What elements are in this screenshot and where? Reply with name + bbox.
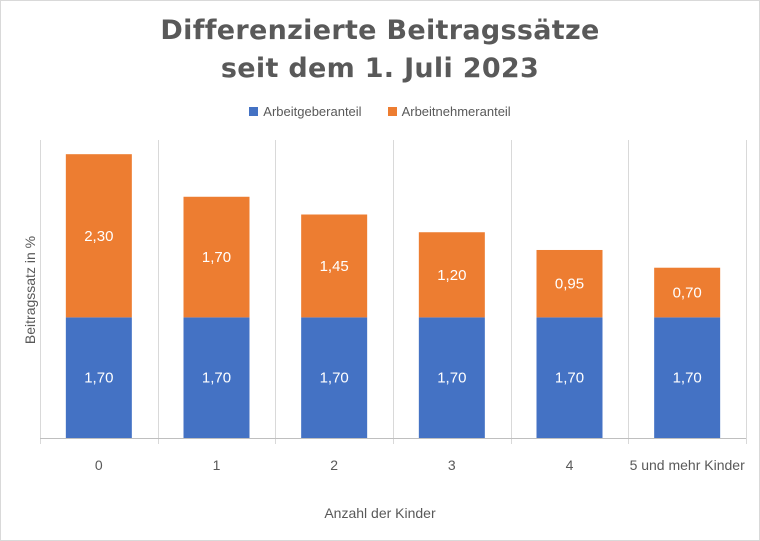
data-label: 1,70 bbox=[320, 370, 349, 387]
data-label: 2,30 bbox=[84, 228, 113, 245]
category-label: 0 bbox=[40, 456, 158, 475]
data-label: 0,70 bbox=[673, 285, 702, 302]
data-label: 1,70 bbox=[673, 370, 702, 387]
data-label: 1,70 bbox=[555, 370, 584, 387]
data-label: 1,20 bbox=[437, 267, 466, 284]
data-label: 1,45 bbox=[320, 258, 349, 275]
x-axis-title: Anzahl der Kinder bbox=[0, 505, 760, 521]
data-label: 1,70 bbox=[84, 370, 113, 387]
data-label: 0,95 bbox=[555, 276, 584, 293]
category-label: 2 bbox=[275, 456, 393, 475]
category-label: 5 und mehr Kinder bbox=[628, 456, 746, 475]
data-label: 1,70 bbox=[202, 370, 231, 387]
category-label: 3 bbox=[393, 456, 511, 475]
data-label: 1,70 bbox=[202, 249, 231, 266]
y-axis-title: Beitragssatz in % bbox=[22, 236, 38, 344]
category-label: 1 bbox=[158, 456, 276, 475]
category-label: 4 bbox=[511, 456, 629, 475]
data-label: 1,70 bbox=[437, 370, 466, 387]
